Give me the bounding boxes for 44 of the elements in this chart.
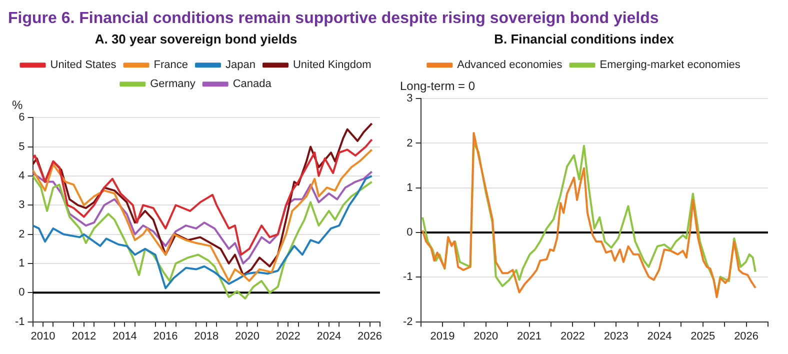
y-tick-label: 0	[406, 226, 413, 239]
x-tick-label: 2012	[72, 330, 96, 342]
y-tick-label: 1	[406, 182, 413, 194]
y-tick-label: 4	[18, 170, 25, 182]
x-tick-label: 2016	[153, 330, 178, 342]
y-tick-label: -1	[15, 316, 25, 328]
legend-label: United States	[50, 59, 117, 72]
x-tick-label: 2018	[194, 330, 219, 342]
legend-label: Canada	[232, 78, 272, 90]
x-tick-label: 2023	[604, 330, 628, 342]
y-tick-label: 2	[18, 228, 25, 240]
y-tick-label: 3	[18, 199, 25, 212]
x-tick-label: 2025	[690, 330, 716, 342]
x-tick-label: 2010	[30, 330, 56, 342]
x-tick-label: 2026	[734, 330, 759, 342]
y-tick-label: 3	[406, 92, 413, 105]
legend-label: Advanced economies	[457, 59, 563, 72]
y-axis-title: Long-term = 0	[400, 78, 476, 93]
y-tick-label: 6	[18, 112, 25, 124]
x-tick-label: 2022	[560, 330, 585, 342]
legend-label: Germany	[150, 78, 196, 90]
y-axis-title: %	[12, 98, 23, 112]
x-tick-label: 2024	[316, 330, 342, 342]
x-tick-label: 2022	[276, 330, 300, 342]
y-tick-label: -2	[403, 316, 413, 328]
chart-subtitle: A. 30 year sovereign bond yields	[94, 31, 298, 46]
x-tick-label: 2026	[358, 330, 382, 342]
x-tick-label: 2014	[112, 330, 137, 342]
x-tick-label: 2020	[235, 330, 260, 342]
y-tick-label: 2	[406, 137, 413, 150]
chart-title: Figure 6. Financial conditions remain supportive despite rising sovereign bond yields	[8, 9, 660, 29]
chart-title: B. Financial conditions index	[494, 31, 675, 46]
y-tick-label: -1	[403, 271, 413, 284]
x-tick-label: 2021	[517, 330, 542, 342]
legend-label: United Kingdom	[292, 59, 372, 72]
legend-label: Emerging-market economies	[600, 59, 741, 72]
legend-label: France	[154, 59, 188, 72]
legend-label: Japan	[226, 59, 256, 72]
y-tick-label: 5	[18, 140, 25, 153]
x-tick-label: 2020	[474, 330, 498, 342]
y-tick-label: 0	[18, 286, 25, 299]
x-tick-label: 2024	[647, 330, 672, 342]
y-tick-label: 1	[18, 257, 25, 270]
x-tick-label: 2019	[430, 330, 455, 342]
